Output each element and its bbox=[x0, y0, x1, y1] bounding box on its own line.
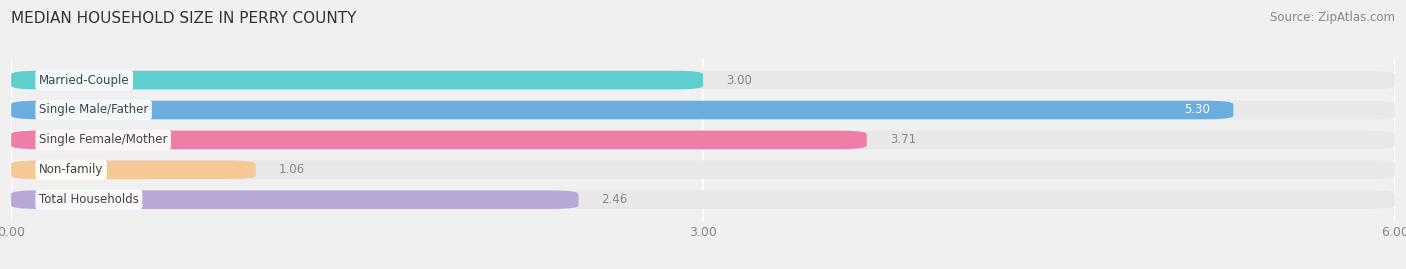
FancyBboxPatch shape bbox=[11, 101, 1395, 119]
FancyBboxPatch shape bbox=[11, 161, 256, 179]
Text: Single Male/Father: Single Male/Father bbox=[39, 104, 148, 116]
Text: 3.00: 3.00 bbox=[725, 74, 752, 87]
Text: 3.71: 3.71 bbox=[890, 133, 915, 146]
FancyBboxPatch shape bbox=[11, 161, 1395, 179]
FancyBboxPatch shape bbox=[11, 190, 1395, 209]
FancyBboxPatch shape bbox=[11, 131, 1395, 149]
Text: Single Female/Mother: Single Female/Mother bbox=[39, 133, 167, 146]
Text: MEDIAN HOUSEHOLD SIZE IN PERRY COUNTY: MEDIAN HOUSEHOLD SIZE IN PERRY COUNTY bbox=[11, 11, 357, 26]
FancyBboxPatch shape bbox=[11, 71, 1395, 89]
Text: 2.46: 2.46 bbox=[602, 193, 628, 206]
FancyBboxPatch shape bbox=[11, 131, 866, 149]
FancyBboxPatch shape bbox=[11, 101, 1233, 119]
FancyBboxPatch shape bbox=[11, 71, 703, 89]
Text: Married-Couple: Married-Couple bbox=[39, 74, 129, 87]
Text: 5.30: 5.30 bbox=[1184, 104, 1211, 116]
FancyBboxPatch shape bbox=[11, 190, 578, 209]
Text: Total Households: Total Households bbox=[39, 193, 139, 206]
Text: Non-family: Non-family bbox=[39, 163, 103, 176]
Text: 1.06: 1.06 bbox=[278, 163, 305, 176]
Text: Source: ZipAtlas.com: Source: ZipAtlas.com bbox=[1270, 11, 1395, 24]
